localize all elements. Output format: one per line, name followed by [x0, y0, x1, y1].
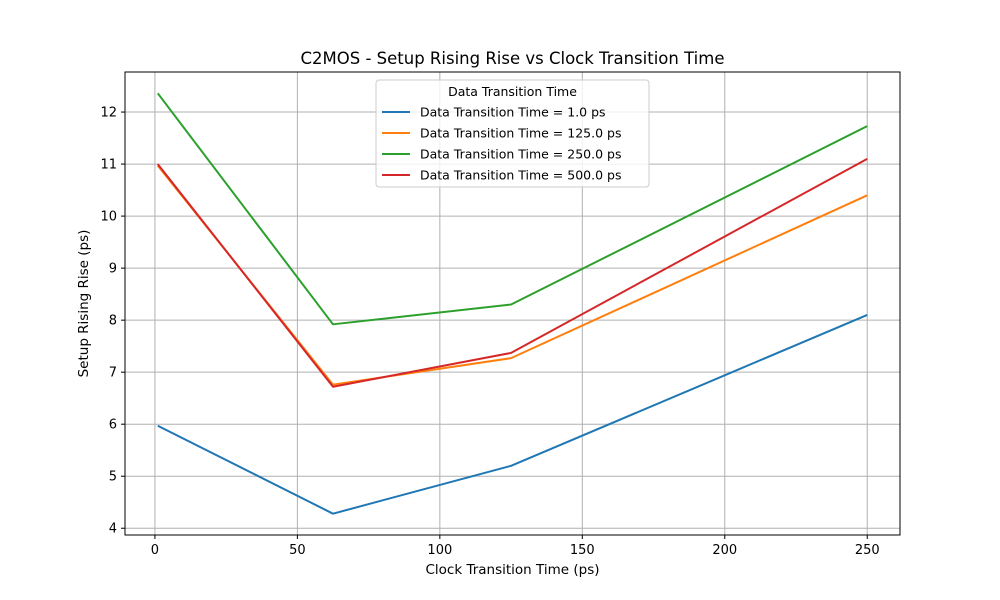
y-axis-label: Setup Rising Rise (ps) — [76, 230, 92, 378]
x-tick-label: 250 — [855, 543, 880, 558]
x-axis-ticks: 0 50 100 150 200 250 — [151, 535, 880, 558]
legend-box — [375, 79, 650, 188]
legend-entry-label: Data Transition Time = 125.0 ps — [420, 126, 621, 141]
x-tick-label: 200 — [712, 543, 737, 558]
series-line-4 — [156, 158, 868, 388]
plot-frame — [124, 71, 901, 536]
x-tick-label: 100 — [427, 543, 452, 558]
chart-title: C2MOS - Setup Rising Rise vs Clock Trans… — [301, 49, 725, 68]
y-tick-label: 11 — [100, 158, 117, 173]
y-tick-label: 5 — [109, 470, 117, 485]
y-tick-label: 10 — [100, 210, 117, 225]
y-tick-label: 7 — [109, 366, 117, 381]
y-axis-ticks: 4 5 6 7 8 9 10 11 12 — [100, 106, 125, 537]
series-lines — [156, 92, 868, 515]
x-tick-label: 0 — [151, 543, 159, 558]
legend-entry-label: Data Transition Time = 1.0 ps — [420, 105, 606, 120]
series-line-1 — [157, 314, 868, 515]
y-tick-label: 9 — [109, 262, 117, 277]
y-tick-label: 12 — [100, 106, 117, 121]
y-tick-label: 8 — [109, 314, 117, 329]
x-axis-label: Clock Transition Time (ps) — [425, 562, 599, 578]
legend-title: Data Transition Time — [448, 84, 577, 99]
series-line-3 — [156, 92, 868, 326]
legend-entry-label: Data Transition Time = 250.0 ps — [420, 147, 621, 162]
legend: Data Transition Time Data Transition Tim… — [375, 79, 650, 188]
legend-items: Data Transition Time = 1.0 ps Data Transi… — [382, 105, 621, 183]
y-tick-label: 6 — [109, 418, 117, 433]
legend-entry-label: Data Transition Time = 500.0 ps — [420, 168, 621, 183]
x-tick-label: 50 — [289, 543, 306, 558]
y-tick-label: 4 — [109, 522, 117, 537]
x-tick-label: 150 — [570, 543, 595, 558]
